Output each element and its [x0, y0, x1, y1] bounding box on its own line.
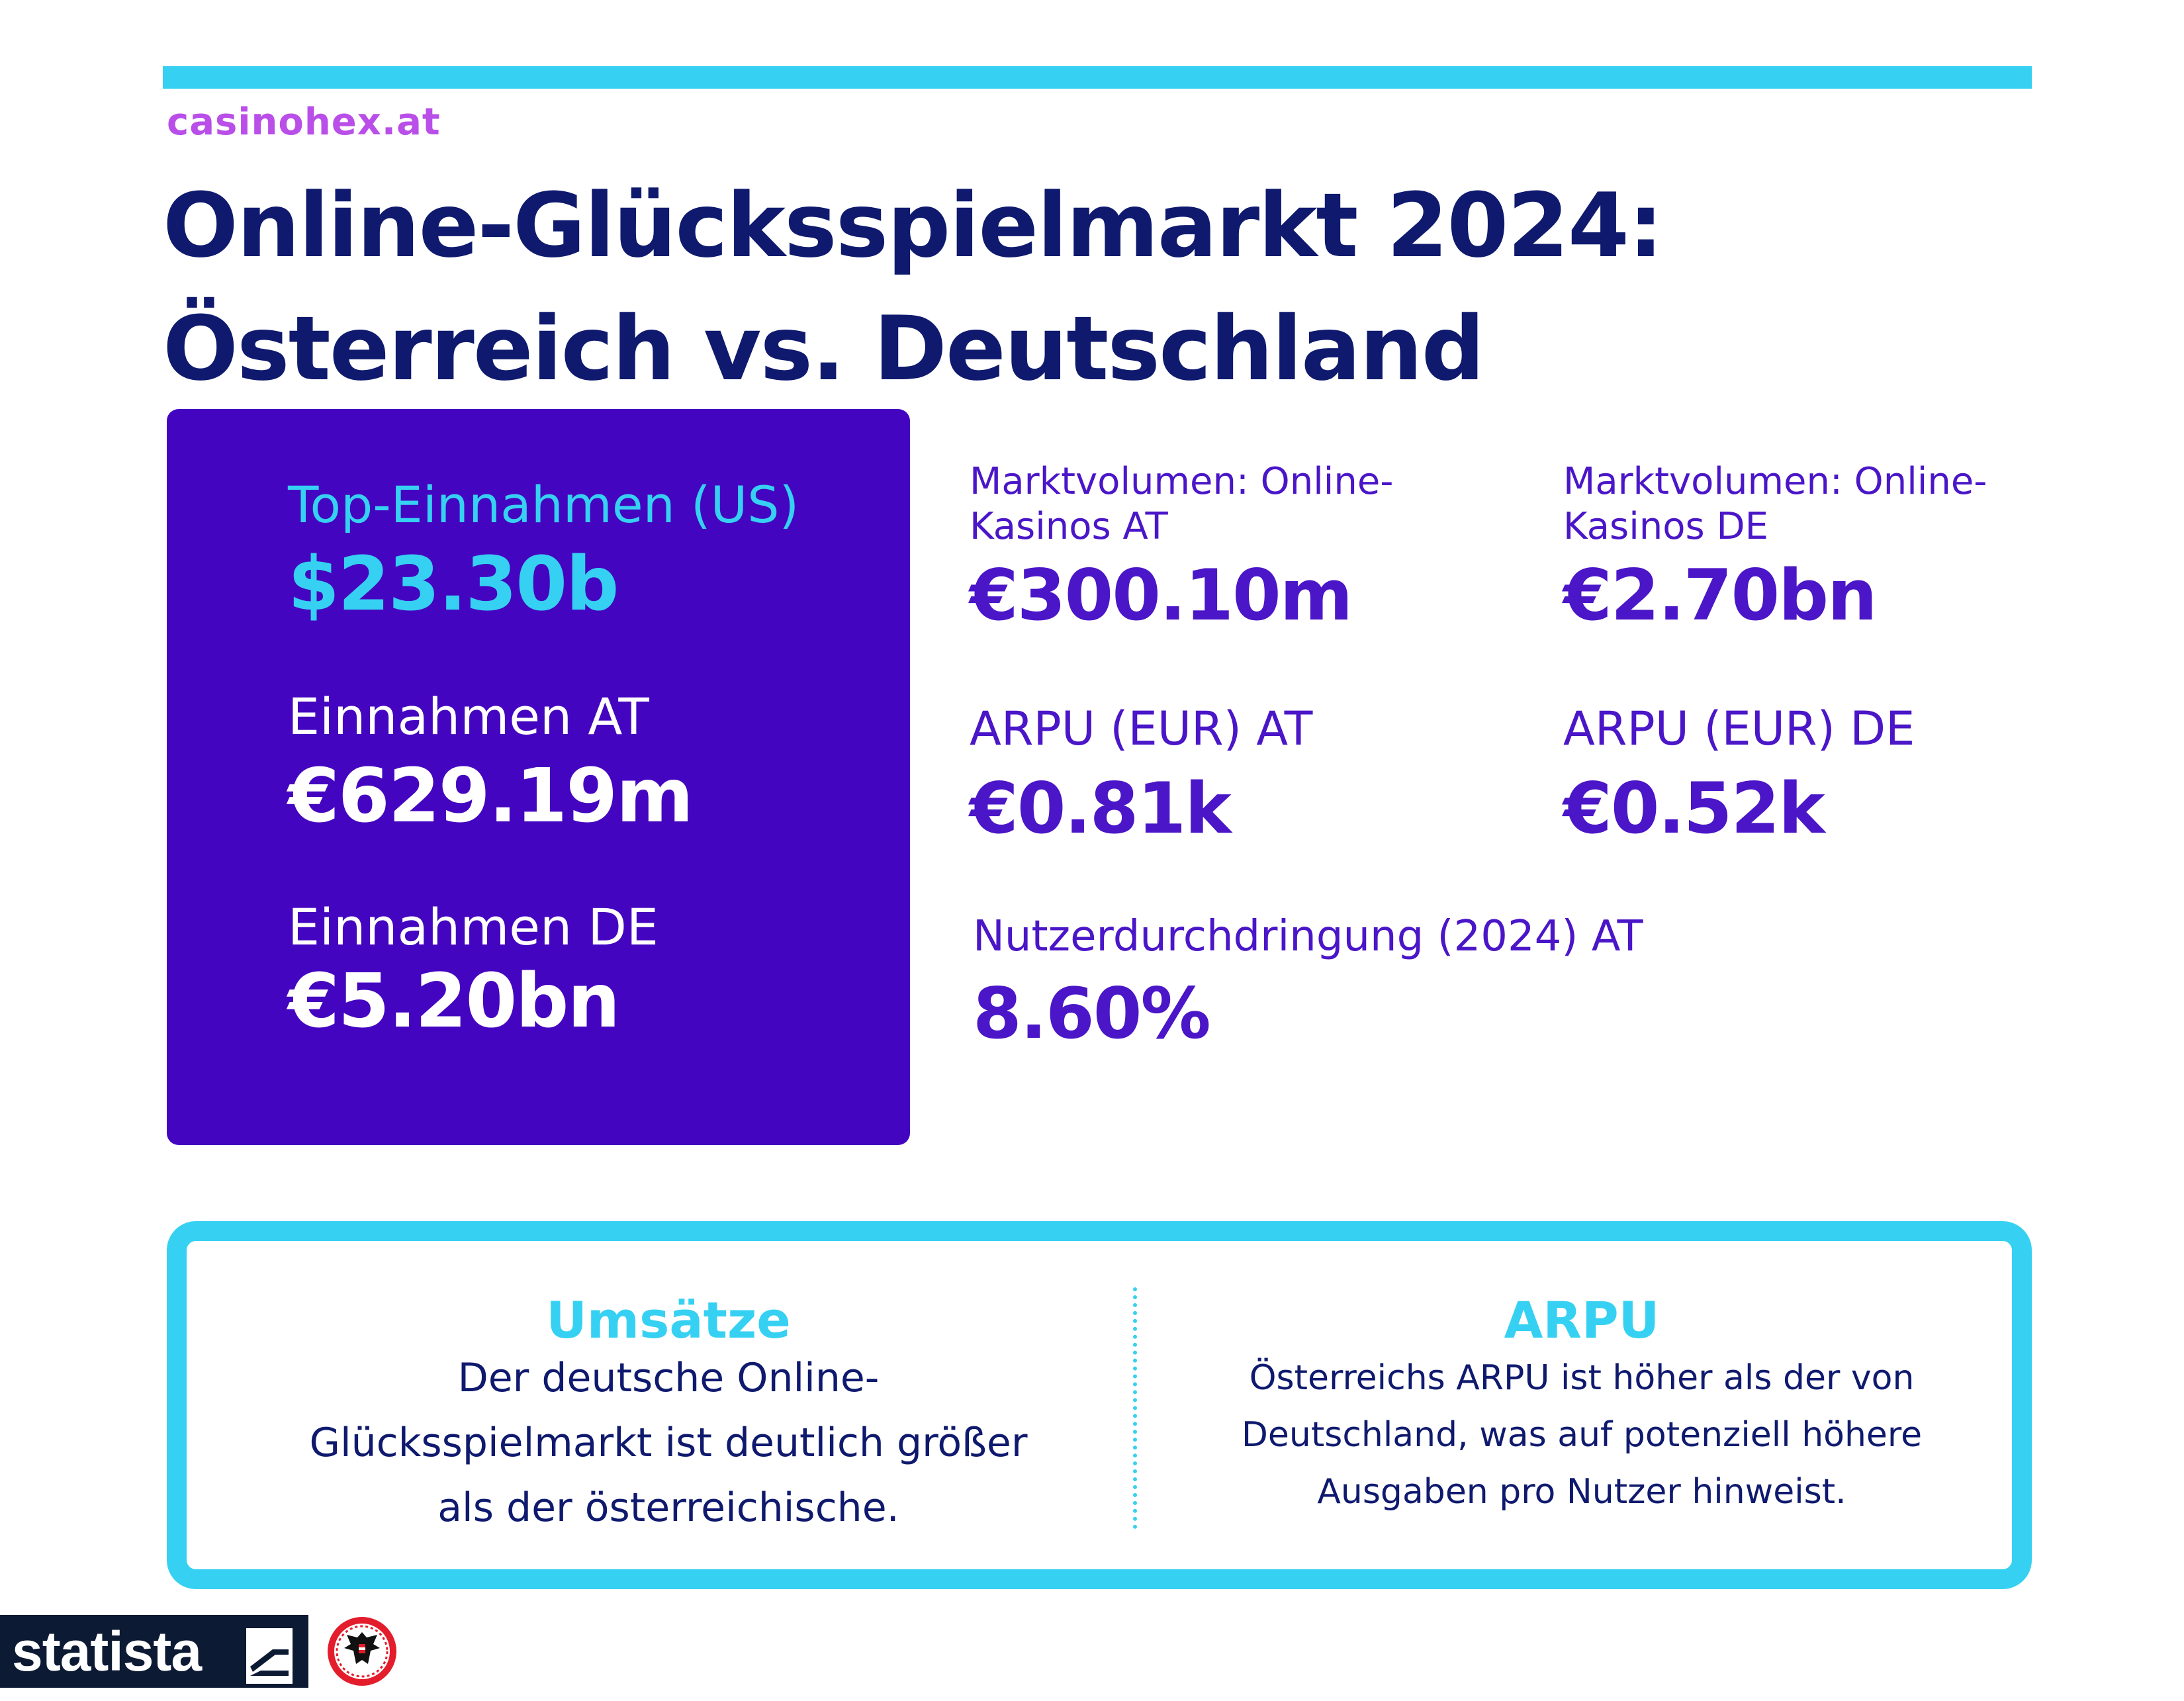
market-volume-at-value: €300.10m [970, 555, 1353, 636]
penetration-at-label: Nutzerdurchdringung (2024) AT [973, 912, 1643, 961]
revenue-de-label: Einnahmen DE [288, 897, 659, 956]
statista-wordmark: statista [12, 1620, 202, 1682]
insight-arpu-text: Österreichs ARPU ist höher als der von D… [1241, 1358, 1923, 1512]
title-line-1: Online-Glücksspielmarkt 2024: [163, 174, 1664, 277]
insights-divider [1133, 1287, 1137, 1529]
statista-mark-icon [246, 1628, 293, 1684]
top-revenue-label: Top-Einnahmen (US) [288, 475, 799, 534]
brand-name: casinohex.at [167, 101, 441, 144]
arpu-de-value: €0.52k [1563, 768, 1825, 849]
top-accent-bar [163, 66, 2032, 89]
arpu-at-value: €0.81k [970, 768, 1232, 849]
title-line-2: Österreich vs. Deutschland [163, 297, 1485, 400]
market-volume-de-value: €2.70bn [1563, 555, 1878, 636]
insight-arpu-heading: ARPU [1504, 1291, 1660, 1350]
insight-revenue-heading: Umsätze [546, 1291, 791, 1350]
revenue-de-value: €5.20bn [288, 958, 620, 1044]
page-title: Online-Glücksspielmarkt 2024: Österreich… [163, 164, 1664, 410]
revenue-at-value: €629.19m [288, 753, 694, 839]
insights-box [167, 1221, 2032, 1589]
austria-eagle-seal-icon [324, 1615, 400, 1688]
statista-logo: statista [0, 1615, 308, 1688]
top-revenue-value: $23.30b [288, 541, 619, 627]
insight-revenue: Umsätze Der deutsche Online- Glücksspiel… [218, 1291, 1118, 1540]
insight-revenue-text: Der deutsche Online- Glücksspielmarkt is… [309, 1355, 1028, 1531]
revenue-at-label: Einnahmen AT [288, 687, 649, 746]
revenue-card: Top-Einnahmen (US) $23.30b Einnahmen AT … [167, 409, 910, 1145]
arpu-at-label: ARPU (EUR) AT [970, 702, 1313, 756]
arpu-de-label: ARPU (EUR) DE [1563, 702, 1915, 756]
market-volume-at-label: Marktvolumen: Online- Kasinos AT [970, 460, 1394, 548]
market-volume-de-label: Marktvolumen: Online- Kasinos DE [1563, 460, 1987, 548]
penetration-at-value: 8.60% [973, 973, 1211, 1054]
insight-arpu: ARPU Österreichs ARPU ist höher als der … [1152, 1291, 2012, 1520]
